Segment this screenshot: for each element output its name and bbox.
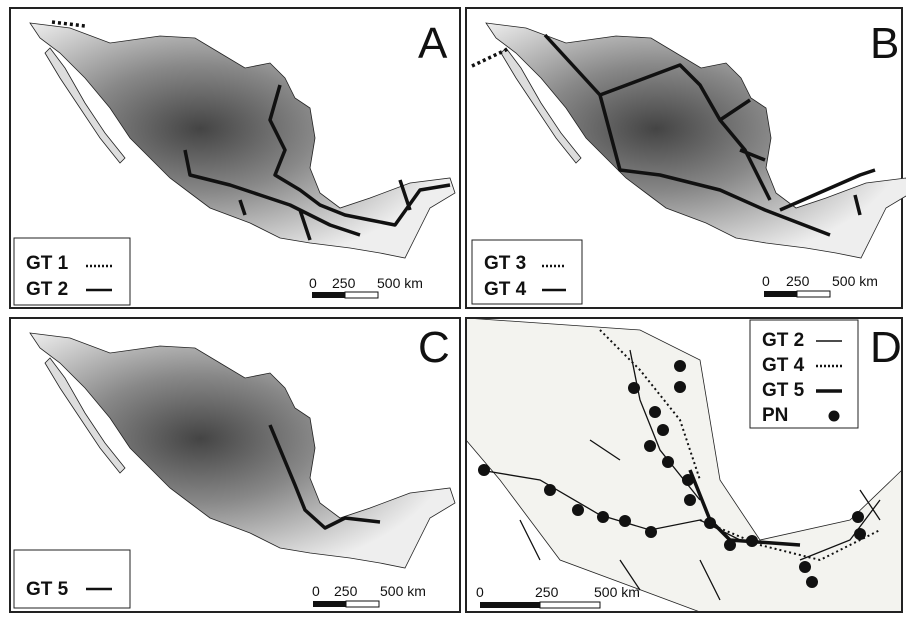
gt1-route bbox=[52, 22, 85, 26]
scale-label: 500 km bbox=[377, 275, 423, 291]
map bbox=[30, 333, 455, 568]
scale-bar bbox=[346, 601, 379, 607]
scale-label: 0 bbox=[312, 583, 320, 599]
panel-c: C GT 5 0 250 500 km bbox=[10, 318, 460, 612]
legend-label: GT 2 bbox=[26, 279, 68, 300]
scale-label: 0 bbox=[762, 273, 770, 289]
legend-label: GT 4 bbox=[762, 355, 805, 376]
panel-d: D GT 2 GT 4 GT 5 PN 0 250 500 km bbox=[466, 318, 902, 612]
panel-letter: C bbox=[418, 323, 450, 372]
scale-label: 250 bbox=[332, 275, 356, 291]
panel-b: B GT 3 GT 4 0 250 500 km bbox=[466, 8, 906, 308]
scale-bar bbox=[313, 601, 346, 607]
legend-label: GT 5 bbox=[762, 380, 805, 401]
legend-label: GT 3 bbox=[484, 253, 526, 274]
scale-bar bbox=[764, 291, 797, 297]
panel-letter: D bbox=[870, 323, 902, 372]
scale-label: 500 km bbox=[594, 584, 640, 600]
scale-bar bbox=[797, 291, 830, 297]
scale-label: 0 bbox=[309, 275, 317, 291]
scale-bar bbox=[312, 292, 345, 298]
panel-letter: A bbox=[418, 19, 448, 68]
scale-bar bbox=[480, 602, 540, 608]
scale-bar bbox=[540, 602, 600, 608]
legend-label: GT 4 bbox=[484, 279, 527, 300]
scale-label: 0 bbox=[476, 584, 484, 600]
scale-bar bbox=[345, 292, 378, 298]
scale-label: 500 km bbox=[832, 273, 878, 289]
legend-marker bbox=[829, 411, 840, 422]
figure: A GT 1 GT 2 0 250 500 km B GT 3 GT 4 0 2… bbox=[0, 0, 906, 618]
legend-label: GT 5 bbox=[26, 579, 69, 600]
scale-label: 250 bbox=[334, 583, 358, 599]
legend-label: GT 2 bbox=[762, 330, 804, 351]
panel-letter: B bbox=[870, 19, 899, 68]
legend-label: PN bbox=[762, 405, 788, 426]
scale-label: 250 bbox=[535, 584, 559, 600]
scale-label: 250 bbox=[786, 273, 810, 289]
scale-label: 500 km bbox=[380, 583, 426, 599]
panel-a: A GT 1 GT 2 0 250 500 km bbox=[10, 8, 460, 308]
legend-label: GT 1 bbox=[26, 253, 69, 274]
map bbox=[486, 23, 906, 258]
